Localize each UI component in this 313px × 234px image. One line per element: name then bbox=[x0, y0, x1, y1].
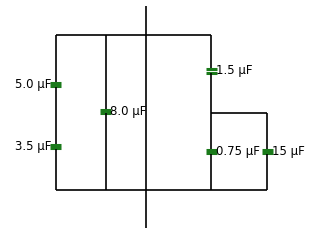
Text: 5.0 μF: 5.0 μF bbox=[15, 78, 51, 91]
Text: 8.0 μF: 8.0 μF bbox=[110, 105, 146, 118]
Text: 0.75 μF: 0.75 μF bbox=[216, 145, 260, 158]
Text: 1.5 μF: 1.5 μF bbox=[216, 64, 252, 77]
Text: 15 μF: 15 μF bbox=[272, 145, 305, 158]
Text: 3.5 μF: 3.5 μF bbox=[15, 140, 51, 153]
